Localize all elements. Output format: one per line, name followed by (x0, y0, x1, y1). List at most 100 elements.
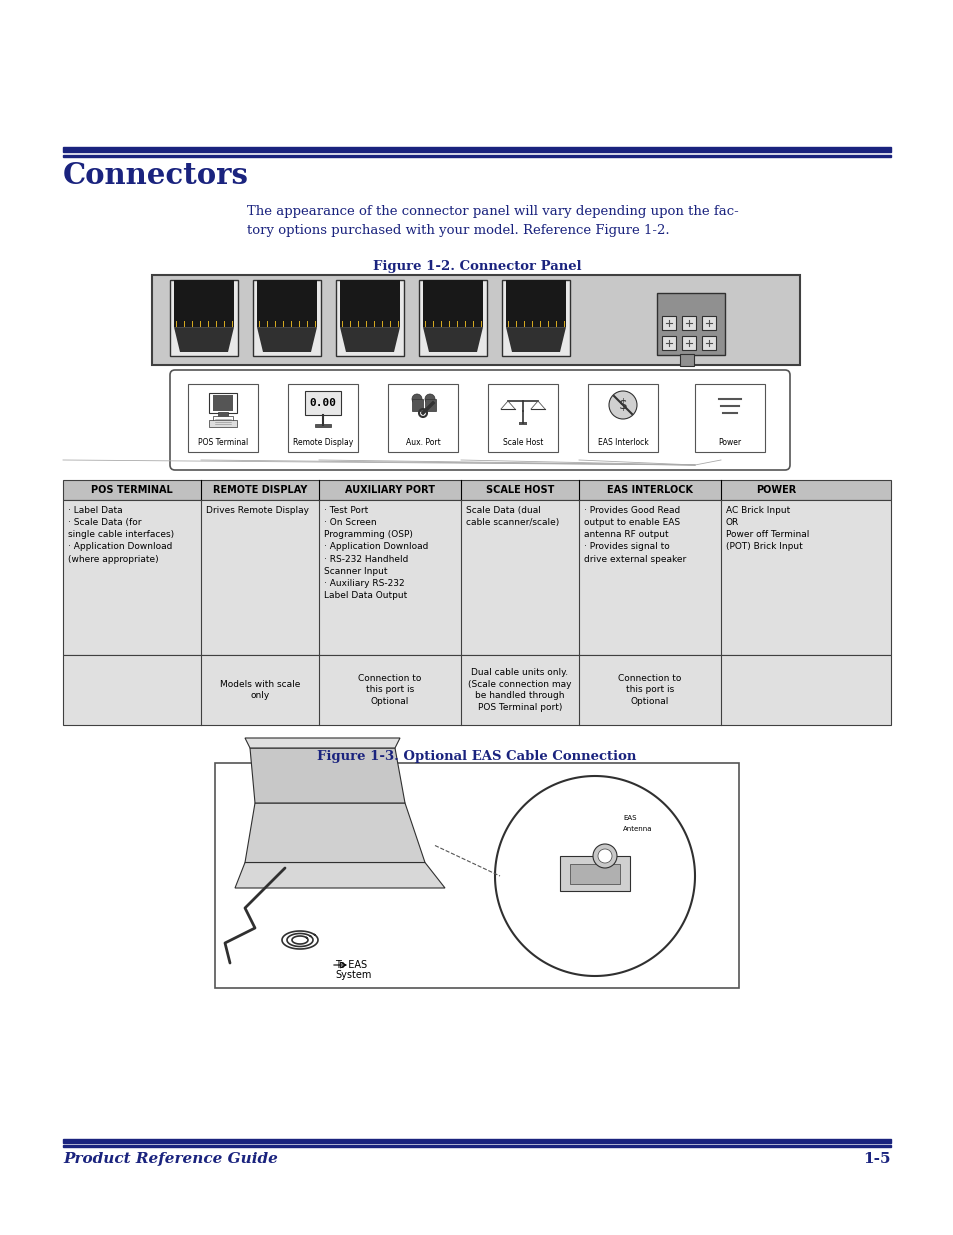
Bar (424, 399, 436, 411)
Polygon shape (234, 862, 444, 888)
Text: EAS: EAS (622, 815, 636, 821)
Bar (209, 420, 236, 427)
Bar (215, 321, 217, 327)
Polygon shape (256, 327, 316, 352)
Text: Remote Display: Remote Display (293, 438, 353, 447)
Bar (366, 321, 367, 327)
Text: · Test Port
· On Screen
Programming (OSP)
· Application Download
· RS-232 Handhe: · Test Port · On Screen Programming (OSP… (324, 506, 428, 600)
Bar (518, 422, 526, 425)
Text: Figure 1-3. Optional EAS Cable Connection: Figure 1-3. Optional EAS Cable Connectio… (317, 750, 636, 763)
Bar (188, 384, 257, 452)
Bar (679, 354, 693, 366)
Circle shape (412, 394, 421, 404)
Bar (507, 321, 509, 327)
Text: POS Terminal: POS Terminal (197, 438, 248, 447)
Bar (661, 336, 676, 350)
Bar (63, 147, 890, 152)
Bar (547, 321, 549, 327)
Polygon shape (245, 739, 399, 748)
FancyBboxPatch shape (170, 370, 789, 471)
Bar (339, 280, 399, 327)
Bar (63, 655, 890, 725)
Bar (532, 321, 533, 327)
Bar (63, 154, 890, 157)
Bar (516, 321, 517, 327)
Text: System: System (335, 969, 371, 981)
Text: Product Reference Guide: Product Reference Guide (63, 1152, 277, 1166)
Bar (473, 321, 474, 327)
Text: Power: Power (718, 438, 740, 447)
Bar (63, 480, 890, 500)
Bar (184, 321, 185, 327)
Bar (523, 321, 525, 327)
Bar (422, 280, 482, 327)
Bar (374, 321, 375, 327)
Bar (587, 384, 658, 452)
Bar (253, 280, 320, 356)
Bar (218, 412, 228, 417)
Text: EAS INTERLOCK: EAS INTERLOCK (606, 485, 692, 495)
Bar (488, 384, 558, 452)
Polygon shape (250, 748, 405, 803)
Bar (288, 384, 357, 452)
Text: Connection to
this port is
Optional: Connection to this port is Optional (618, 674, 681, 706)
Bar (256, 280, 316, 327)
Bar (661, 316, 676, 330)
Bar (314, 321, 316, 327)
Bar (200, 321, 201, 327)
Text: REMOTE DISPLAY: REMOTE DISPLAY (213, 485, 307, 495)
Text: The appearance of the connector panel will vary depending upon the fac-
tory opt: The appearance of the connector panel wi… (247, 205, 738, 237)
Bar (418, 280, 486, 356)
Bar (657, 293, 724, 354)
Bar (695, 384, 764, 452)
Bar (63, 1139, 890, 1144)
Polygon shape (245, 803, 424, 862)
Bar (335, 280, 403, 356)
Circle shape (608, 391, 637, 419)
Text: $: $ (618, 398, 627, 412)
Bar (701, 336, 716, 350)
Bar (449, 321, 450, 327)
Bar (214, 763, 739, 988)
Bar (388, 384, 457, 452)
Bar (397, 321, 399, 327)
Circle shape (593, 844, 617, 868)
Text: Models with scale
only: Models with scale only (219, 679, 300, 700)
Bar (440, 321, 442, 327)
Polygon shape (422, 327, 482, 352)
Text: · Label Data
· Scale Data (for
single cable interfaces)
· Application Download
(: · Label Data · Scale Data (for single ca… (68, 506, 174, 563)
Polygon shape (173, 327, 233, 352)
Polygon shape (339, 327, 399, 352)
Polygon shape (505, 327, 565, 352)
Text: Antenna: Antenna (622, 826, 652, 832)
Bar (192, 321, 193, 327)
Bar (501, 280, 569, 356)
Bar (305, 391, 340, 415)
Text: Dual cable units only.
(Scale connection may
be handled through
POS Terminal por: Dual cable units only. (Scale connection… (468, 668, 571, 713)
Bar (298, 321, 300, 327)
Bar (480, 321, 482, 327)
Circle shape (424, 394, 435, 404)
Bar (681, 316, 696, 330)
Bar (569, 864, 619, 884)
Bar (390, 321, 391, 327)
Bar (681, 336, 696, 350)
Text: AC Brick Input
OR
Power off Terminal
(POT) Brick Input: AC Brick Input OR Power off Terminal (PO… (725, 506, 808, 552)
Bar (175, 321, 177, 327)
Text: POWER: POWER (755, 485, 796, 495)
Bar (539, 321, 541, 327)
Bar (381, 321, 383, 327)
Polygon shape (495, 776, 695, 976)
Text: Aux. Port: Aux. Port (405, 438, 440, 447)
Text: Scale Data (dual
cable scanner/scale): Scale Data (dual cable scanner/scale) (465, 506, 558, 527)
Text: POS TERMINAL: POS TERMINAL (91, 485, 172, 495)
Bar (314, 424, 331, 427)
Bar (357, 321, 359, 327)
Bar (208, 321, 210, 327)
Bar (213, 395, 233, 411)
Bar (274, 321, 276, 327)
Bar (63, 500, 890, 655)
Bar (170, 280, 237, 356)
Text: To EAS: To EAS (335, 960, 367, 969)
Text: Scale Host: Scale Host (502, 438, 542, 447)
